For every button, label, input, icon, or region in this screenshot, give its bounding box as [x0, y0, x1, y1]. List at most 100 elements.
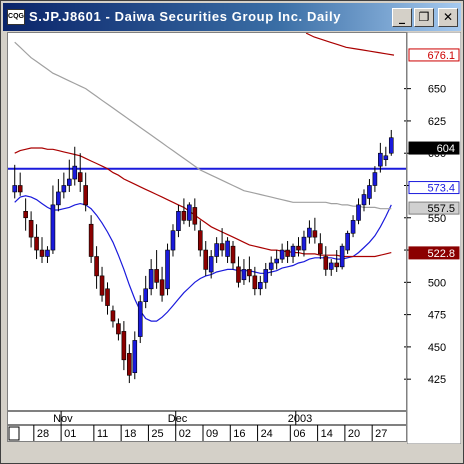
candle-body-27 — [159, 279, 165, 296]
candle-body-1 — [17, 185, 23, 193]
month-label-1: Dec — [168, 413, 188, 425]
candle-body-18 — [110, 310, 116, 322]
candle-body-0 — [12, 185, 18, 193]
value-label-4: 522.8 — [427, 248, 455, 260]
candle-body-23 — [137, 301, 143, 337]
candle-body-44 — [252, 275, 258, 290]
candle-body-50 — [285, 249, 290, 257]
moving-average-line-2 — [14, 41, 392, 210]
x-tick-label-5: 02 — [179, 428, 191, 440]
candle-body-8 — [56, 191, 61, 206]
candle-body-61 — [345, 232, 350, 251]
month-label-0: Nov — [53, 413, 73, 425]
candle-body-47 — [268, 262, 274, 270]
candle-body-49 — [279, 249, 285, 260]
value-label-3: 557.5 — [427, 203, 455, 215]
candle-body-59 — [334, 262, 340, 268]
x-tick-label-2: 11 — [97, 428, 108, 440]
candle-body-40 — [230, 245, 236, 264]
candle-body-38 — [219, 243, 225, 251]
value-label-0: 676.1 — [427, 50, 455, 62]
y-tick-label-3: 500 — [428, 277, 446, 289]
candle-body-25 — [148, 269, 154, 290]
candle-body-35 — [203, 249, 209, 270]
candle-body-9 — [61, 185, 67, 193]
x-tick-label-0: 28 — [37, 428, 49, 440]
y-tick-label-0: 425 — [428, 374, 446, 386]
candle-body-34 — [197, 230, 203, 251]
candle-body-24 — [143, 288, 148, 303]
title-bar[interactable]: CQG S.JP.J8601 - Daiwa Securities Group … — [3, 3, 461, 31]
y-tick-label-9: 650 — [428, 84, 446, 96]
value-label-box-4 — [408, 246, 460, 260]
candle-body-22 — [132, 340, 138, 374]
price-axis-background — [407, 32, 461, 444]
candle-body-29 — [170, 230, 176, 251]
x-tick-label-1: 01 — [64, 428, 76, 440]
candle-body-28 — [165, 249, 170, 290]
candle-body-6 — [45, 249, 50, 257]
close-button[interactable]: ✕ — [438, 8, 458, 27]
candle-body-26 — [154, 269, 159, 283]
candle-body-12 — [77, 172, 83, 182]
chart-area[interactable]: 28 01 11 18 25 02 09 16 24 06 14 20 27 Nov Dec 2003 — [7, 32, 407, 442]
candle-body-14 — [88, 223, 94, 257]
candle-body-3 — [28, 220, 34, 238]
y-tick-label-2: 475 — [428, 310, 446, 322]
candle-body-43 — [247, 269, 252, 277]
candle-body-63 — [356, 204, 361, 221]
x-tick-label-11: 20 — [348, 428, 360, 440]
candle-body-53 — [301, 236, 307, 251]
candle-body-17 — [105, 288, 110, 306]
value-label-1: 604 — [437, 143, 455, 155]
moving-average-line-1 — [14, 195, 392, 322]
moving-average-line-3 — [14, 147, 392, 258]
candle-body-45 — [258, 282, 263, 290]
y-tick-label-1: 450 — [428, 342, 446, 354]
candle-body-31 — [181, 211, 187, 221]
minimize-button[interactable]: _ — [392, 8, 412, 27]
price-axis: 425450475500525550575600625650676.160457… — [407, 32, 461, 444]
x-tick-label-12: 27 — [375, 428, 387, 440]
y-tick-label-5: 550 — [428, 213, 446, 225]
candle-body-19 — [116, 323, 121, 335]
maximize-button[interactable]: ❐ — [414, 8, 434, 27]
candle-body-10 — [66, 178, 72, 186]
candle-body-37 — [214, 243, 219, 257]
candle-body-30 — [176, 211, 181, 231]
candle-body-69 — [388, 137, 394, 154]
app-icon[interactable]: CQG — [7, 9, 25, 25]
candle-body-4 — [34, 236, 39, 251]
candle-body-33 — [192, 207, 198, 225]
candle-body-39 — [225, 240, 230, 257]
candle-body-11 — [72, 165, 78, 180]
candle-body-55 — [312, 230, 318, 238]
x-tick-label-10: 14 — [321, 428, 333, 440]
window-title: S.JP.J8601 - Daiwa Securities Group Inc.… — [29, 9, 342, 24]
candle-body-16 — [99, 275, 105, 296]
candle-body-60 — [339, 245, 345, 268]
value-label-2: 573.4 — [427, 183, 455, 195]
candle-body-5 — [39, 249, 45, 257]
candle-body-56 — [318, 243, 323, 255]
value-label-box-3 — [408, 201, 460, 215]
x-tick-label-8: 24 — [261, 428, 273, 440]
candle-body-58 — [328, 262, 334, 270]
candle-body-20 — [121, 331, 127, 361]
candle-body-15 — [94, 256, 99, 277]
candle-body-57 — [323, 256, 329, 270]
candle-body-52 — [296, 245, 301, 251]
candle-body-66 — [372, 172, 378, 186]
x-tick-label-9: 06 — [293, 428, 305, 440]
price-chart[interactable]: 28 01 11 18 25 02 09 16 24 06 14 20 27 Nov Dec 2003 — [8, 33, 406, 441]
x-tick-label-3: 18 — [124, 428, 136, 440]
candle-body-32 — [187, 204, 192, 221]
candle-body-2 — [23, 211, 28, 219]
candle-body-62 — [350, 220, 356, 234]
candle-body-67 — [378, 152, 383, 167]
candle-body-51 — [290, 245, 296, 257]
candle-body-41 — [236, 266, 241, 283]
candle-body-64 — [361, 194, 367, 206]
scroll-handle — [8, 426, 20, 441]
